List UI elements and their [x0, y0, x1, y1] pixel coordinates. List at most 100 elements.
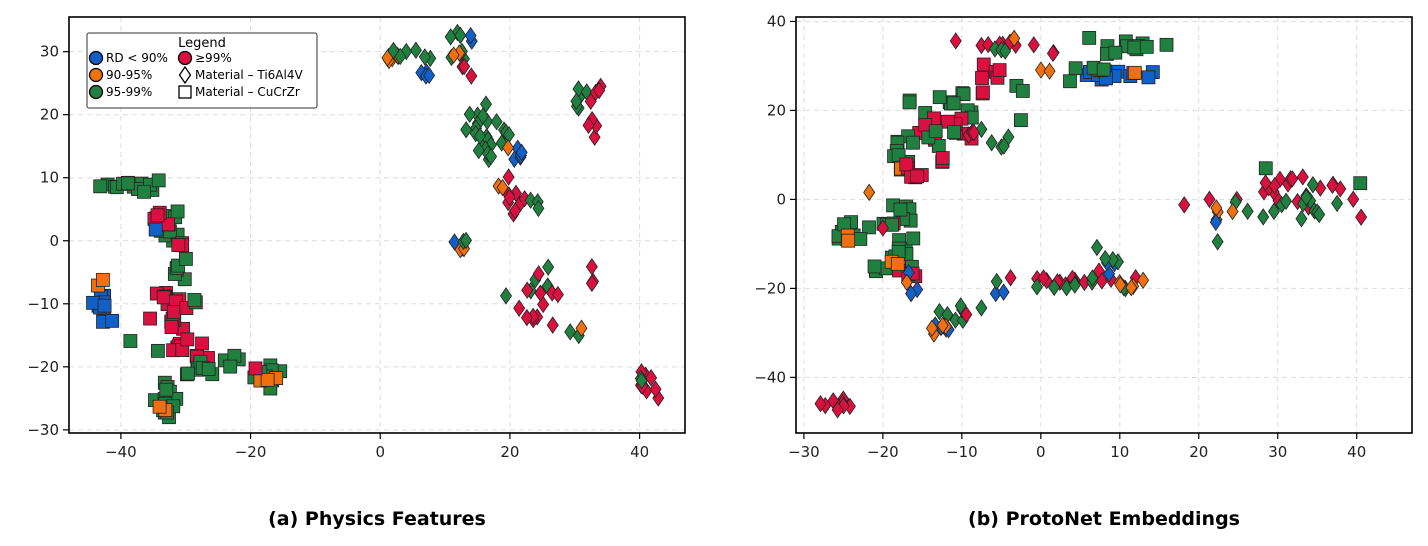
point-cucrzr-95-99: [223, 359, 238, 374]
point-ti6al4v-95-99: [532, 199, 545, 218]
point-cucrzr-95-99: [947, 125, 961, 140]
y-tick-label: −40: [754, 368, 786, 386]
legend-frame: [86, 32, 318, 109]
point-ti6al4v-95-99: [495, 134, 508, 152]
point-cucrzr-95-99: [151, 173, 166, 188]
point-ti6al4v-90-95: [502, 139, 515, 157]
point-ti6al4v-95-99: [1086, 269, 1099, 287]
legend-item-0: RD < 90%: [88, 50, 168, 66]
point-cucrzr-95-99: [1258, 161, 1273, 176]
point-cucrzr-95-99: [179, 252, 193, 266]
data-points: [86, 23, 665, 425]
point-ti6al4v-95-99: [472, 141, 485, 160]
point-ti6al4v-95-99: [1280, 192, 1293, 210]
point-cucrzr-ge99: [992, 63, 1007, 78]
x-tick-label: 40: [630, 443, 649, 461]
point-cucrzr-95-99: [121, 176, 135, 191]
point-ti6al4v-90-95: [1114, 276, 1127, 294]
point-cucrzr-95-99: [853, 232, 868, 246]
point-ti6al4v-95-99: [444, 28, 457, 46]
point-cucrzr-95-99: [1013, 113, 1028, 128]
point-ti6al4v-ge99: [1326, 176, 1339, 195]
point-ti6al4v-90-95: [1034, 61, 1047, 79]
y-tick-label: 40: [767, 12, 786, 30]
point-ti6al4v-95-99: [418, 48, 431, 66]
point-ti6al4v-ge99: [465, 67, 478, 85]
point-ti6al4v-ge99: [546, 316, 559, 334]
point-ti6al4v-ge99: [534, 284, 547, 302]
point-cucrzr-95-99: [151, 343, 165, 358]
point-ti6al4v-95-99: [1295, 210, 1308, 228]
x-tick-label: 0: [375, 443, 385, 461]
point-ti6al4v-90-95: [447, 46, 460, 64]
point-cucrzr-95-99: [1139, 39, 1154, 54]
point-ti6al4v-ge99: [1203, 190, 1216, 209]
y-tick-label: −20: [754, 279, 786, 297]
point-ti6al4v-ge99: [551, 285, 564, 304]
x-tick-label: 10: [1110, 443, 1129, 461]
plot-frame: [68, 16, 686, 434]
point-ti6al4v-ge99: [1259, 174, 1272, 192]
point-cucrzr-ge99: [143, 311, 157, 326]
caption-physics-features: (a) Physics Features: [268, 508, 486, 530]
x-tick-label: 20: [1189, 443, 1208, 461]
point-ti6al4v-ge99: [532, 265, 545, 283]
legend-label: RD < 90%: [106, 51, 168, 65]
point-ti6al4v-95-99: [990, 272, 1003, 291]
point-ti6al4v-90-95: [863, 183, 876, 202]
point-ti6al4v-95-99: [1257, 208, 1270, 226]
point-cucrzr-ge99: [156, 290, 171, 305]
point-cucrzr-95-99: [906, 231, 921, 246]
point-ti6al4v-ge99: [1178, 196, 1191, 214]
point-cucrzr-ge99: [899, 157, 914, 172]
point-cucrzr-95-99: [862, 220, 876, 235]
point-ti6al4v-ge99: [814, 395, 827, 413]
point-ti6al4v-ge99: [520, 308, 533, 327]
point-ti6al4v-95-99: [460, 231, 472, 250]
y-tick-label: 20: [40, 106, 59, 124]
point-cucrzr-95-99: [159, 382, 174, 397]
x-tick-label: −20: [867, 443, 899, 461]
point-ti6al4v-lt90: [997, 283, 1010, 301]
legend-marker-circle: [88, 50, 104, 66]
point-ti6al4v-90-95: [925, 319, 938, 337]
point-ti6al4v-95-99: [500, 287, 512, 305]
point-cucrzr-95-99: [946, 96, 961, 111]
point-ti6al4v-ge99: [831, 401, 844, 419]
point-cucrzr-95-99: [93, 179, 108, 194]
legend-label: ≥99%: [195, 51, 232, 65]
point-ti6al4v-95-99: [1048, 278, 1061, 297]
point-ti6al4v-lt90: [905, 284, 918, 303]
point-ti6al4v-95-99: [480, 95, 492, 113]
legend-title: Legend: [178, 36, 226, 51]
point-ti6al4v-95-99: [1313, 205, 1326, 224]
point-ti6al4v-90-95: [1125, 278, 1138, 297]
point-cucrzr-90-95: [152, 399, 167, 414]
point-ti6al4v-lt90: [515, 143, 528, 162]
point-ti6al4v-lt90: [423, 66, 436, 85]
x-tick-label: −40: [105, 443, 137, 461]
point-cucrzr-90-95: [95, 273, 110, 287]
point-ti6al4v-ge99: [967, 123, 980, 142]
point-ti6al4v-ge99: [585, 274, 598, 293]
point-ti6al4v-ge99: [1347, 190, 1360, 208]
point-ti6al4v-ge99: [593, 81, 606, 100]
point-cucrzr-lt90: [86, 295, 100, 310]
point-ti6al4v-ge99: [1296, 168, 1309, 186]
point-ti6al4v-95-99: [1090, 238, 1103, 257]
point-ti6al4v-ge99: [1004, 269, 1017, 287]
point-cucrzr-ge99: [171, 238, 186, 252]
point-cucrzr-ge99: [195, 336, 209, 351]
point-ti6al4v-95-99: [997, 137, 1010, 155]
legend-label: 95-99%: [106, 85, 152, 99]
point-cucrzr-90-95: [1127, 65, 1142, 80]
point-ti6al4v-95-99: [409, 41, 422, 59]
point-ti6al4v-95-99: [985, 134, 998, 152]
point-ti6al4v-95-99: [1306, 176, 1319, 194]
point-cucrzr-90-95: [260, 372, 275, 387]
x-tick-label: 30: [1268, 443, 1287, 461]
point-ti6al4v-95-99: [490, 112, 503, 131]
point-ti6al4v-ge99: [1286, 170, 1299, 188]
legend-marker-circle: [88, 84, 104, 100]
